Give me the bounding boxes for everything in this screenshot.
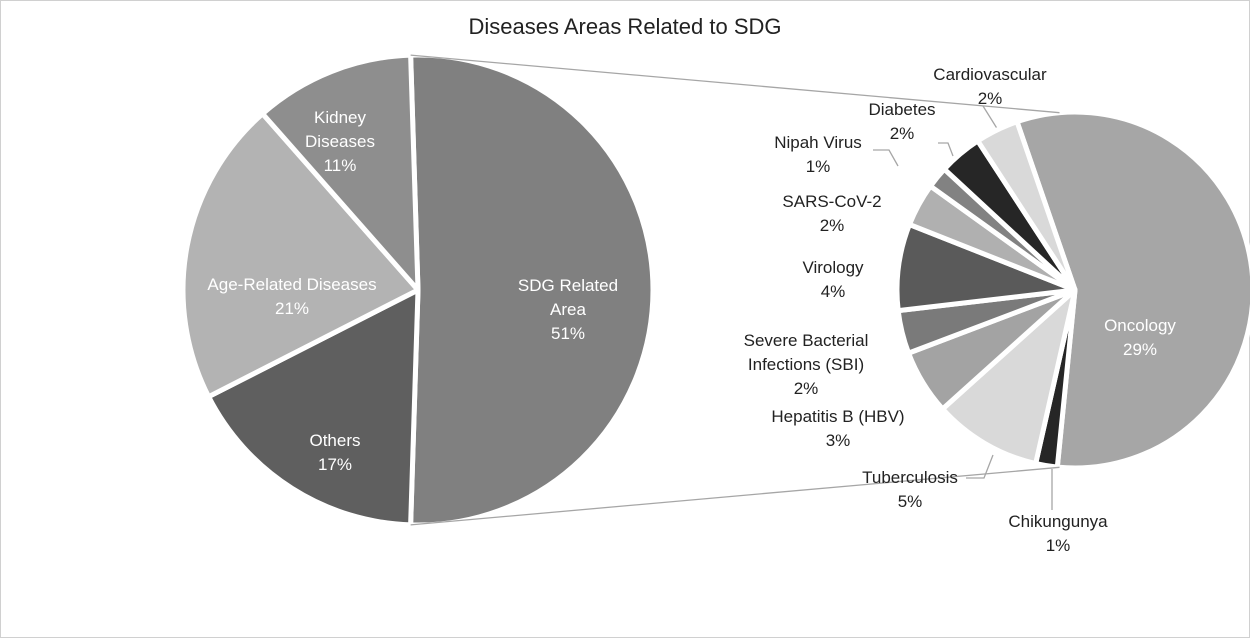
data-label: Diabetes 2% (852, 98, 952, 146)
label-value: 5% (897, 492, 923, 511)
leader-line (873, 149, 899, 167)
label-value: 2% (819, 216, 845, 235)
label-value: 3% (825, 431, 851, 450)
label-name: Nipah Virus (774, 133, 862, 152)
pie-slice (408, 52, 656, 528)
label-value: 1% (1045, 536, 1071, 555)
label-name: Cardiovascular (933, 65, 1047, 84)
label-name: Severe Bacterial Infections (SBI) (743, 331, 869, 374)
chart-title: Diseases Areas Related to SDG (468, 14, 782, 39)
data-label: Chikungunya 1% (998, 510, 1118, 558)
label-name: Diabetes (868, 100, 936, 119)
label-name: Oncology (1104, 316, 1176, 335)
data-label: Oncology 29% (1090, 314, 1190, 362)
label-name: Kidney Diseases (305, 108, 375, 151)
label-value: 29% (1122, 340, 1158, 359)
label-value: 17% (317, 455, 353, 474)
data-label: Hepatitis B (HBV) 3% (748, 405, 928, 453)
label-name: SDG Related Area (517, 276, 619, 319)
leader-line (966, 454, 994, 479)
pie-slice (1014, 109, 1250, 471)
label-value: 2% (977, 89, 1003, 108)
leader-lines (873, 105, 1053, 510)
data-label: Tuberculosis 5% (850, 466, 970, 514)
data-label: Nipah Virus 1% (758, 131, 878, 179)
label-name: Virology (802, 258, 864, 277)
pie-slice (260, 52, 421, 293)
data-label: Severe Bacterial Infections (SBI) 2% (731, 329, 881, 401)
label-value: 1% (805, 157, 831, 176)
data-label: SARS-CoV-2 2% (772, 190, 892, 238)
label-value: 4% (820, 282, 846, 301)
label-name: Hepatitis B (HBV) (771, 407, 905, 426)
label-name: Tuberculosis (862, 468, 958, 487)
pie-slice (180, 111, 421, 400)
pie-slice (975, 119, 1078, 293)
data-label: Virology 4% (783, 256, 883, 304)
data-label: Others 17% (290, 429, 380, 477)
label-value: 2% (889, 124, 915, 143)
leader-line (982, 105, 999, 131)
label-name: Age-Related Diseases (207, 275, 377, 294)
pie-slice (940, 287, 1078, 467)
label-name: Others (309, 431, 361, 450)
label-value: 11% (323, 156, 357, 175)
data-label: Cardiovascular 2% (920, 63, 1060, 111)
connector-line (410, 466, 1060, 526)
leader-line (938, 142, 954, 157)
data-label: Kidney Diseases 11% (290, 106, 390, 178)
label-name: Chikungunya (1008, 512, 1108, 531)
data-label: Age-Related Diseases 21% (172, 273, 412, 321)
pie-slice (206, 287, 421, 528)
label-value: 51% (550, 324, 586, 343)
connector-line (410, 54, 1060, 114)
label-name: SARS-CoV-2 (782, 192, 882, 211)
data-label: SDG Related Area 51% (508, 274, 628, 346)
label-value: 21% (274, 299, 310, 318)
label-value: 2% (793, 379, 819, 398)
